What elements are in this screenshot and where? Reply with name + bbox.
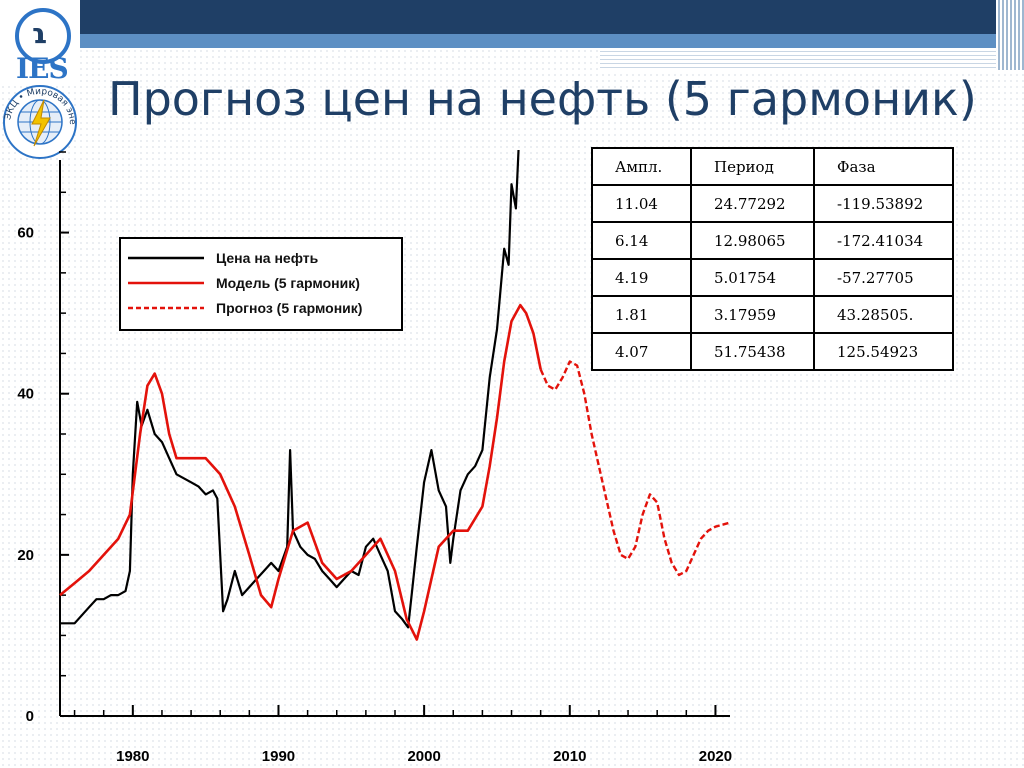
y-tick-label: 20 [17,547,34,564]
x-tick-label: 1990 [262,748,295,765]
chart-legend: Цена на нефть Модель (5 гармоник) Прогноз … [119,237,403,331]
ies-logo-glyph: ɿ [31,17,48,50]
cell-phase: -172.41034 [813,221,954,260]
cell-phase: 43.28505. [813,295,954,334]
cell-phase: -119.53892 [813,184,954,223]
table-row: 6.14 12.98065 -172.41034 [591,221,954,260]
ies-logo-text: IES [16,52,69,85]
legend-label-1: Цена на нефть [216,250,319,266]
x-tick-label: 2010 [553,748,586,765]
series-line-2 [59,303,542,641]
cell-amplitude: 4.07 [591,332,692,371]
cell-period: 5.01754 [690,258,815,297]
legend-label-2: Модель (5 гармоник) [216,275,360,291]
legend-label-3: Прогноз (5 гармоник) [216,300,362,316]
cell-period: 24.77292 [690,184,815,223]
series-line-3 [539,360,731,577]
cell-phase: 125.54923 [813,332,954,371]
header-bar-light [80,34,1024,48]
cell-period: 12.98065 [690,221,815,260]
legend-box [119,237,403,331]
header-bar-dark [80,0,1024,34]
y-tick-label: 0 [26,708,34,725]
ekc-logo: ЭКЦ • Мировая энергетика [0,75,82,162]
table-row: 11.04 24.77292 -119.53892 [591,184,954,223]
x-tick-label: 2000 [407,748,440,765]
column-header-phase: Фаза [813,147,954,186]
series-line-1 [60,150,520,629]
cell-amplitude: 4.19 [591,258,692,297]
table-row: 1.81 3.17959 43.28505. [591,295,954,334]
page-title: Прогноз цен на нефть (5 гармоник) [108,72,977,126]
cell-amplitude: 6.14 [591,221,692,260]
cell-amplitude: 1.81 [591,295,692,334]
table-row: 4.19 5.01754 -57.27705 [591,258,954,297]
column-header-period: Период [690,147,815,186]
parameters-table: Ампл. Период Фаза 11.04 24.77292 -119.53… [591,147,954,371]
cell-phase: -57.27705 [813,258,954,297]
x-tick-label: 2020 [699,748,732,765]
y-tick-label: 40 [17,386,34,403]
cell-period: 51.75438 [690,332,815,371]
ekc-globe-icon: ЭКЦ • Мировая энергетика [0,75,77,159]
table-row: 4.07 51.75438 125.54923 [591,332,954,371]
header-edge-lines [996,0,1024,70]
cell-amplitude: 11.04 [591,184,692,223]
oil-price-chart: 1980 1990 2000 2010 2020 0 20 40 60 Цена на нефт… [17,150,732,765]
cell-period: 3.17959 [690,295,815,334]
y-tick-label: 60 [17,225,34,242]
column-header-amplitude: Ампл. [591,147,692,186]
header-stripes [600,48,1024,70]
ies-logo-emblem: ɿ [15,8,71,64]
ies-logo: ɿ IES [2,0,80,85]
chart-lines [59,150,731,641]
table-header-row: Ампл. Период Фаза [591,147,954,186]
x-tick-label: 1980 [116,748,149,765]
